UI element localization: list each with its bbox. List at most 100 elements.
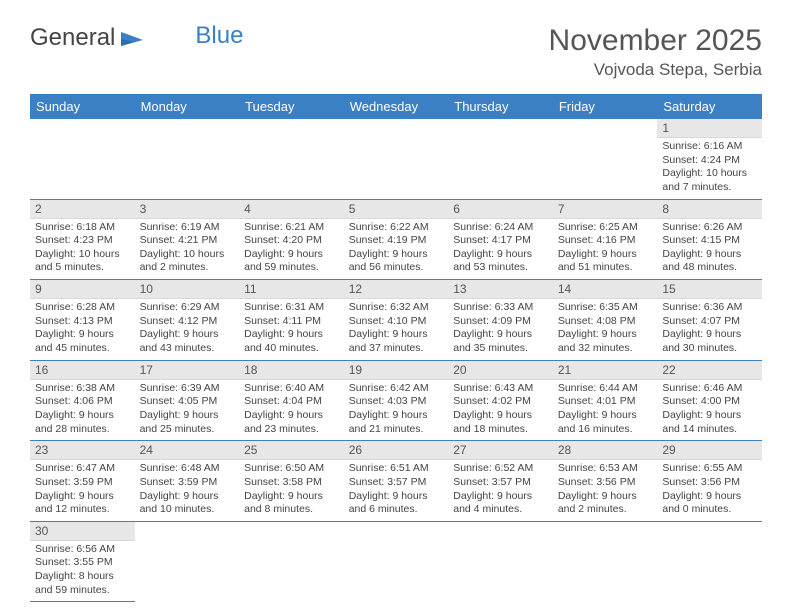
header: General Blue November 2025 Vojvoda Stepa… [30,24,762,80]
calendar-cell-empty [239,521,344,602]
calendar-cell-empty [344,119,449,199]
day-number: 25 [239,441,344,460]
calendar-cell: 5Sunrise: 6:22 AMSunset: 4:19 PMDaylight… [344,199,449,280]
calendar-cell-empty [657,521,762,602]
calendar-cell: 28Sunrise: 6:53 AMSunset: 3:56 PMDayligh… [553,441,658,522]
weekday-header: Sunday [30,94,135,119]
day-number: 24 [135,441,240,460]
day-details: Sunrise: 6:51 AMSunset: 3:57 PMDaylight:… [344,460,449,521]
calendar-cell: 11Sunrise: 6:31 AMSunset: 4:11 PMDayligh… [239,280,344,361]
calendar-body: 1Sunrise: 6:16 AMSunset: 4:24 PMDaylight… [30,119,762,602]
calendar-cell-empty [135,521,240,602]
day-number: 19 [344,361,449,380]
calendar-header-row: SundayMondayTuesdayWednesdayThursdayFrid… [30,94,762,119]
weekday-header: Monday [135,94,240,119]
title-block: November 2025 Vojvoda Stepa, Serbia [549,24,762,80]
day-details: Sunrise: 6:53 AMSunset: 3:56 PMDaylight:… [553,460,658,521]
calendar-cell: 18Sunrise: 6:40 AMSunset: 4:04 PMDayligh… [239,360,344,441]
day-number: 23 [30,441,135,460]
logo-text-general: General [30,24,115,52]
day-details: Sunrise: 6:55 AMSunset: 3:56 PMDaylight:… [657,460,762,521]
day-number: 9 [30,280,135,299]
calendar-cell: 26Sunrise: 6:51 AMSunset: 3:57 PMDayligh… [344,441,449,522]
logo-text-blue: Blue [195,22,243,50]
day-number: 13 [448,280,553,299]
day-details: Sunrise: 6:19 AMSunset: 4:21 PMDaylight:… [135,219,240,280]
calendar-cell: 14Sunrise: 6:35 AMSunset: 4:08 PMDayligh… [553,280,658,361]
day-details: Sunrise: 6:25 AMSunset: 4:16 PMDaylight:… [553,219,658,280]
day-details: Sunrise: 6:35 AMSunset: 4:08 PMDaylight:… [553,299,658,360]
day-number: 14 [553,280,658,299]
calendar-cell: 2Sunrise: 6:18 AMSunset: 4:23 PMDaylight… [30,199,135,280]
location: Vojvoda Stepa, Serbia [549,60,762,80]
day-details: Sunrise: 6:26 AMSunset: 4:15 PMDaylight:… [657,219,762,280]
day-details: Sunrise: 6:36 AMSunset: 4:07 PMDaylight:… [657,299,762,360]
day-details: Sunrise: 6:24 AMSunset: 4:17 PMDaylight:… [448,219,553,280]
day-details: Sunrise: 6:28 AMSunset: 4:13 PMDaylight:… [30,299,135,360]
day-details: Sunrise: 6:40 AMSunset: 4:04 PMDaylight:… [239,380,344,441]
day-details: Sunrise: 6:56 AMSunset: 3:55 PMDaylight:… [30,541,135,602]
day-details: Sunrise: 6:48 AMSunset: 3:59 PMDaylight:… [135,460,240,521]
calendar-cell-empty [448,521,553,602]
calendar-cell-empty [448,119,553,199]
day-details: Sunrise: 6:43 AMSunset: 4:02 PMDaylight:… [448,380,553,441]
day-number: 20 [448,361,553,380]
calendar-cell: 29Sunrise: 6:55 AMSunset: 3:56 PMDayligh… [657,441,762,522]
calendar-cell: 3Sunrise: 6:19 AMSunset: 4:21 PMDaylight… [135,199,240,280]
day-details: Sunrise: 6:31 AMSunset: 4:11 PMDaylight:… [239,299,344,360]
day-number: 7 [553,200,658,219]
weekday-header: Tuesday [239,94,344,119]
day-number: 30 [30,522,135,541]
calendar-cell-empty [239,119,344,199]
day-number: 10 [135,280,240,299]
weekday-header: Thursday [448,94,553,119]
calendar-cell: 22Sunrise: 6:46 AMSunset: 4:00 PMDayligh… [657,360,762,441]
day-details: Sunrise: 6:33 AMSunset: 4:09 PMDaylight:… [448,299,553,360]
day-number: 27 [448,441,553,460]
calendar-cell: 4Sunrise: 6:21 AMSunset: 4:20 PMDaylight… [239,199,344,280]
day-details: Sunrise: 6:42 AMSunset: 4:03 PMDaylight:… [344,380,449,441]
calendar-cell: 9Sunrise: 6:28 AMSunset: 4:13 PMDaylight… [30,280,135,361]
day-number: 21 [553,361,658,380]
day-number: 6 [448,200,553,219]
day-number: 4 [239,200,344,219]
day-details: Sunrise: 6:22 AMSunset: 4:19 PMDaylight:… [344,219,449,280]
calendar-cell: 25Sunrise: 6:50 AMSunset: 3:58 PMDayligh… [239,441,344,522]
flag-icon [119,24,147,52]
calendar-cell-empty [553,119,658,199]
weekday-header: Saturday [657,94,762,119]
day-details: Sunrise: 6:18 AMSunset: 4:23 PMDaylight:… [30,219,135,280]
day-number: 3 [135,200,240,219]
calendar-cell: 16Sunrise: 6:38 AMSunset: 4:06 PMDayligh… [30,360,135,441]
day-number: 17 [135,361,240,380]
calendar-cell: 1Sunrise: 6:16 AMSunset: 4:24 PMDaylight… [657,119,762,199]
day-number: 1 [657,119,762,138]
day-details: Sunrise: 6:29 AMSunset: 4:12 PMDaylight:… [135,299,240,360]
calendar-cell: 8Sunrise: 6:26 AMSunset: 4:15 PMDaylight… [657,199,762,280]
calendar-cell: 10Sunrise: 6:29 AMSunset: 4:12 PMDayligh… [135,280,240,361]
day-number: 22 [657,361,762,380]
calendar-table: SundayMondayTuesdayWednesdayThursdayFrid… [30,94,762,602]
calendar-cell: 13Sunrise: 6:33 AMSunset: 4:09 PMDayligh… [448,280,553,361]
day-details: Sunrise: 6:47 AMSunset: 3:59 PMDaylight:… [30,460,135,521]
day-details: Sunrise: 6:38 AMSunset: 4:06 PMDaylight:… [30,380,135,441]
calendar-cell: 27Sunrise: 6:52 AMSunset: 3:57 PMDayligh… [448,441,553,522]
calendar-cell-empty [30,119,135,199]
calendar-cell: 24Sunrise: 6:48 AMSunset: 3:59 PMDayligh… [135,441,240,522]
day-number: 16 [30,361,135,380]
day-number: 8 [657,200,762,219]
day-number: 26 [344,441,449,460]
calendar-cell: 6Sunrise: 6:24 AMSunset: 4:17 PMDaylight… [448,199,553,280]
day-details: Sunrise: 6:39 AMSunset: 4:05 PMDaylight:… [135,380,240,441]
logo: General Blue [30,24,243,52]
calendar-cell-empty [344,521,449,602]
calendar-cell: 17Sunrise: 6:39 AMSunset: 4:05 PMDayligh… [135,360,240,441]
weekday-header: Friday [553,94,658,119]
day-number: 18 [239,361,344,380]
calendar-cell: 20Sunrise: 6:43 AMSunset: 4:02 PMDayligh… [448,360,553,441]
calendar-cell: 15Sunrise: 6:36 AMSunset: 4:07 PMDayligh… [657,280,762,361]
day-details: Sunrise: 6:21 AMSunset: 4:20 PMDaylight:… [239,219,344,280]
day-number: 15 [657,280,762,299]
month-title: November 2025 [549,24,762,58]
day-details: Sunrise: 6:32 AMSunset: 4:10 PMDaylight:… [344,299,449,360]
